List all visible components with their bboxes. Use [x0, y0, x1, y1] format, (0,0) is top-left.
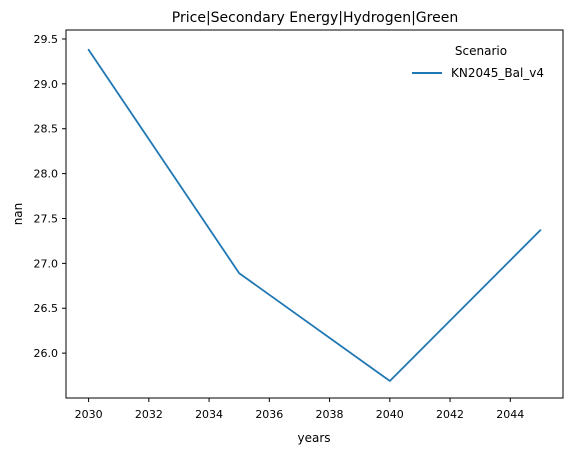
y-tick-label: 27.0 [34, 257, 59, 270]
x-tick-label: 2034 [195, 408, 223, 421]
x-axis-label: years [297, 431, 330, 445]
x-tick-label: 2040 [376, 408, 404, 421]
y-tick-label: 29.5 [34, 33, 59, 46]
legend: Scenario KN2045_Bal_v4 [412, 44, 544, 80]
x-tick-label: 2038 [316, 408, 344, 421]
series-layer [87, 48, 542, 382]
series-line [87, 48, 542, 382]
x-tick-label: 2036 [255, 408, 283, 421]
x-tick-label: 2032 [135, 408, 163, 421]
chart-title: Price|Secondary Energy|Hydrogen|Green [172, 10, 458, 26]
y-tick-label: 26.5 [34, 302, 59, 315]
y-tick-label: 29.0 [34, 78, 59, 91]
y-tick-label: 27.5 [34, 212, 59, 225]
y-axis-label: nan [11, 203, 25, 226]
x-axis-ticks: 2030 2032 2034 2036 2038 2040 2042 2044 [75, 398, 524, 421]
y-tick-label: 26.0 [34, 347, 59, 360]
x-tick-label: 2044 [496, 408, 524, 421]
y-tick-label: 28.0 [34, 168, 59, 181]
legend-label-kn2045-bal-v4: KN2045_Bal_v4 [451, 66, 544, 80]
plot-area-frame [65, 29, 564, 399]
legend-title: Scenario [455, 44, 507, 58]
x-tick-label: 2042 [436, 408, 464, 421]
y-axis-ticks: 26.0 26.5 27.0 27.5 28.0 28.5 29.0 29.5 [34, 33, 66, 360]
x-tick-label: 2030 [75, 408, 103, 421]
y-tick-label: 28.5 [34, 123, 59, 136]
